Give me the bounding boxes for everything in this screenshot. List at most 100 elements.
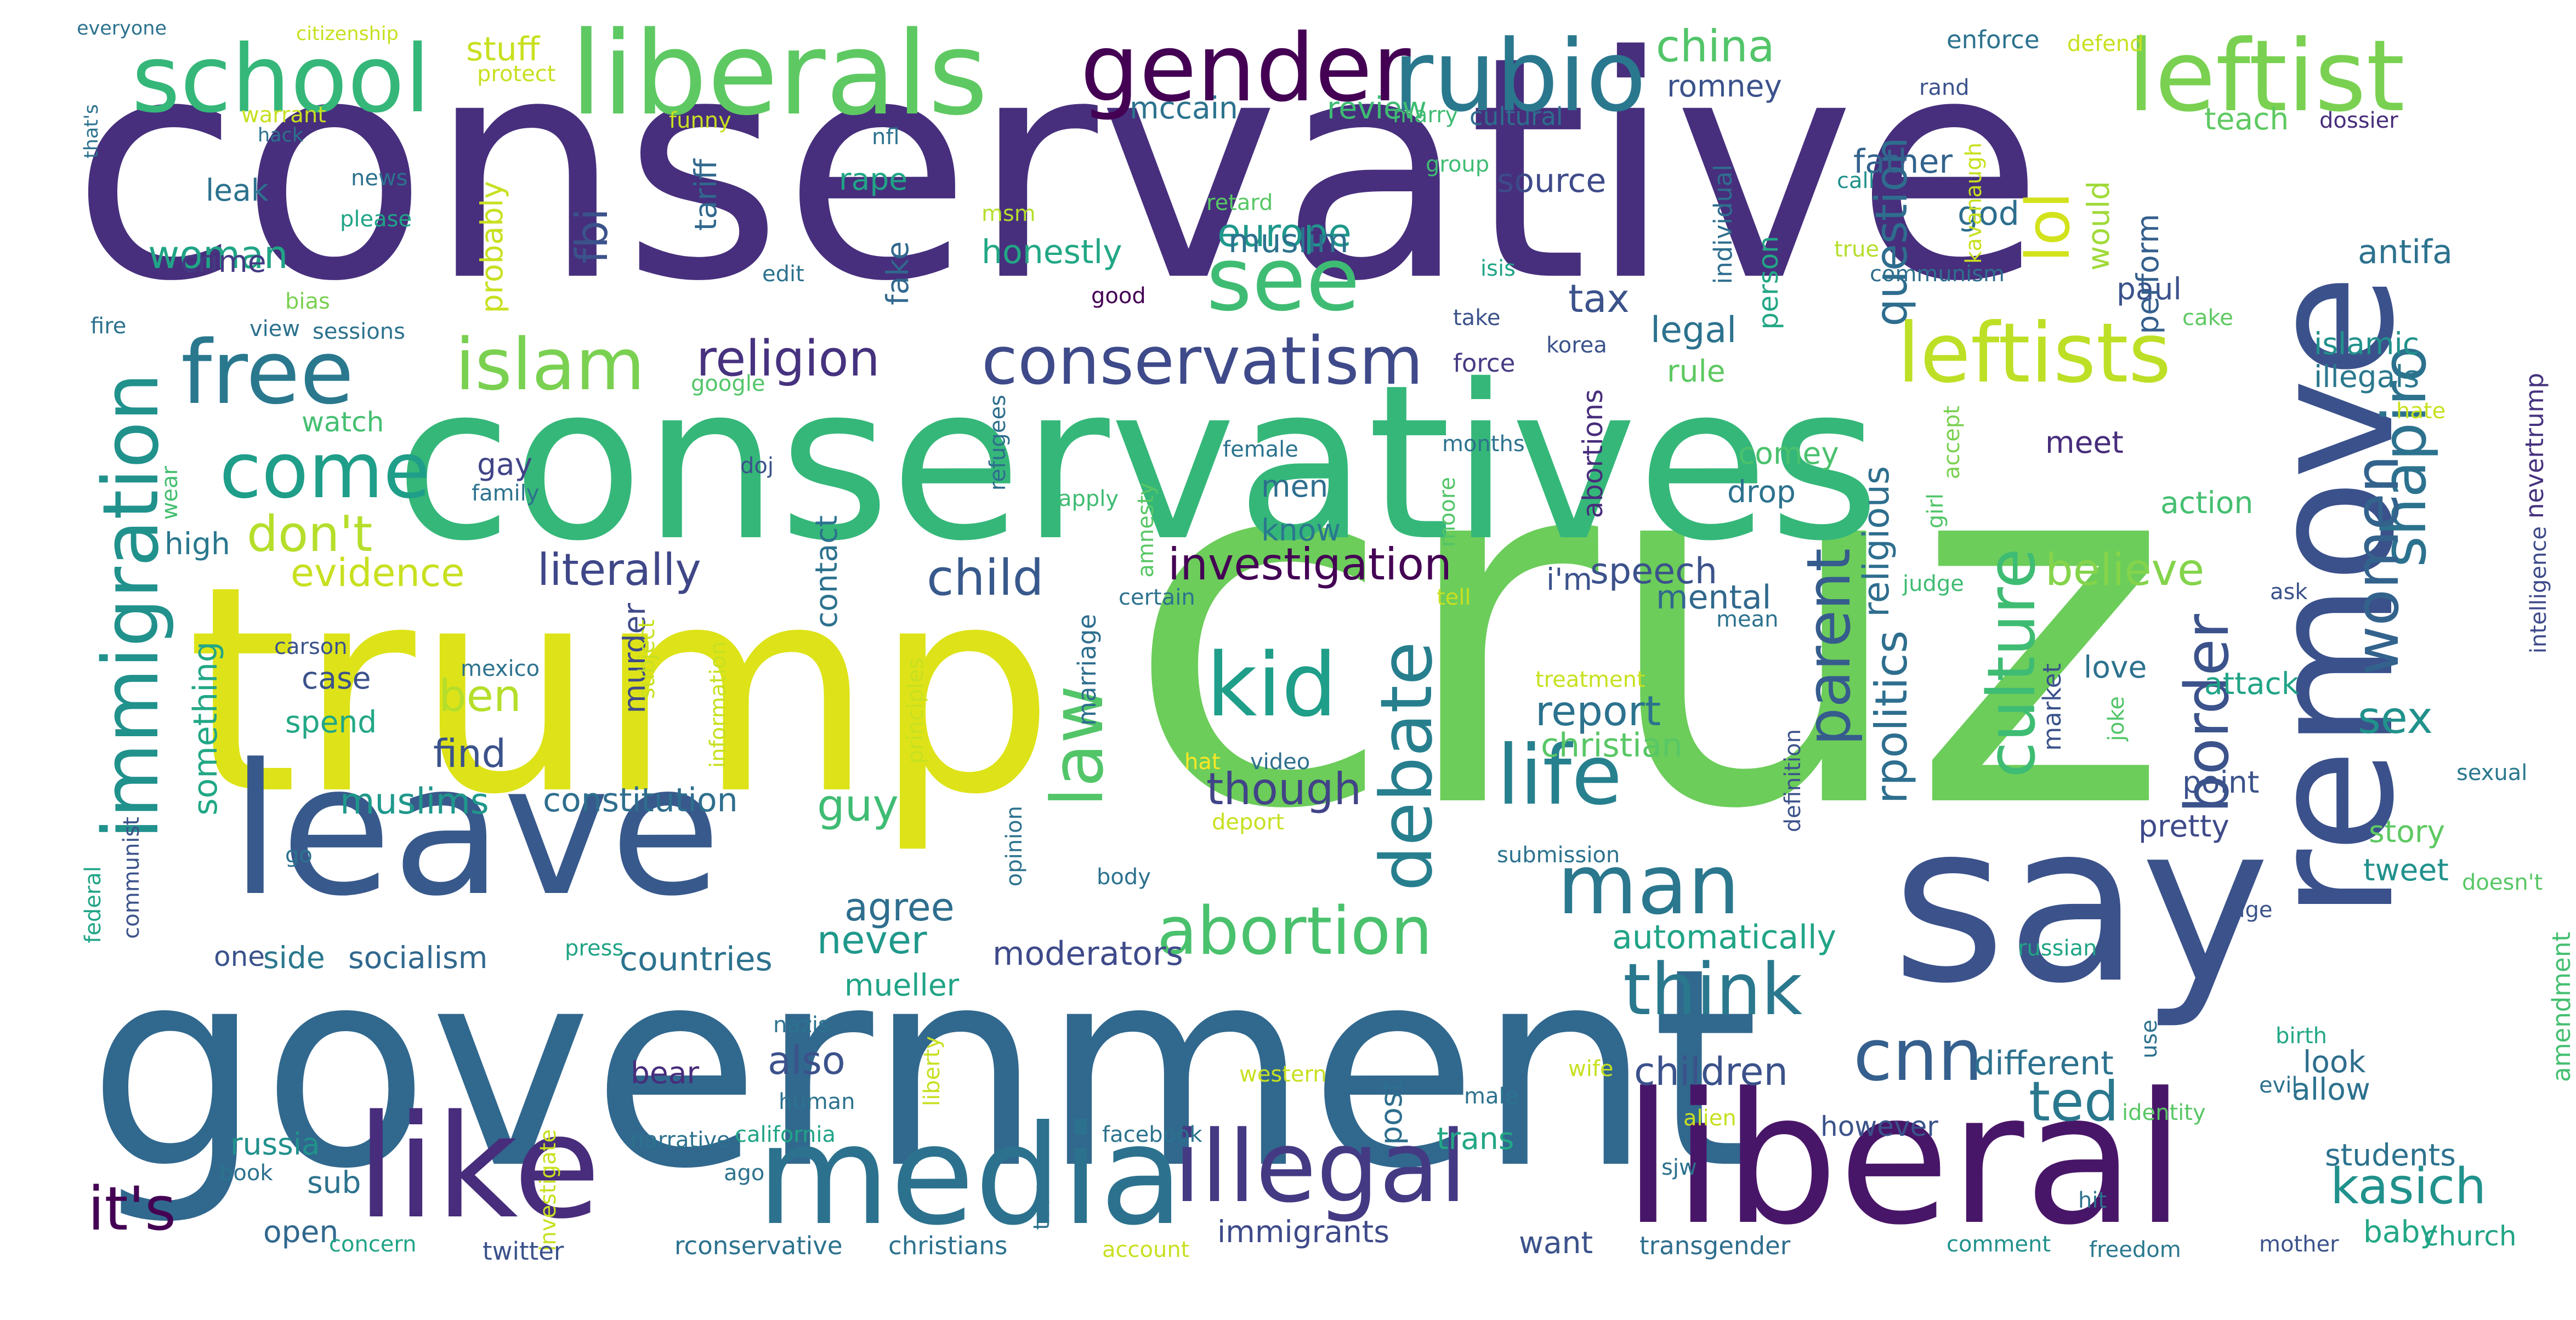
cloud-word-side: side bbox=[263, 940, 325, 975]
cloud-word-sessions: sessions bbox=[313, 319, 405, 344]
cloud-word-sjw: sjw bbox=[1661, 1155, 1697, 1180]
cloud-word-debate: debate bbox=[1365, 641, 1448, 891]
cloud-word-trump: trump bbox=[186, 525, 1055, 857]
cloud-word-rpolitics: rpolitics bbox=[1866, 630, 1917, 804]
cloud-word-believe: believe bbox=[2045, 544, 2205, 595]
cloud-word-sexual: sexual bbox=[2456, 760, 2528, 786]
cloud-word-love: love bbox=[2084, 650, 2147, 685]
cloud-word-look: look bbox=[2303, 1044, 2366, 1079]
cloud-word-bias: bias bbox=[285, 289, 330, 314]
cloud-word-mueller: mueller bbox=[844, 968, 960, 1003]
cloud-word-moderators: moderators bbox=[992, 935, 1183, 973]
cloud-word-see: see bbox=[1206, 228, 1360, 331]
cloud-word-illegal: illegal bbox=[1173, 1110, 1467, 1225]
cloud-word-immigration: immigration bbox=[87, 373, 176, 839]
cloud-word-amnesty: amnesty bbox=[1133, 482, 1159, 578]
cloud-word-apply: apply bbox=[1058, 486, 1119, 511]
cloud-word-socialism: socialism bbox=[348, 940, 488, 975]
cloud-word-different: different bbox=[1974, 1044, 2114, 1083]
cloud-word-open: open bbox=[263, 1214, 339, 1249]
cloud-word-opinion: opinion bbox=[1002, 806, 1027, 887]
cloud-word-comment: comment bbox=[1947, 1232, 2051, 1257]
cloud-word-antifa: antifa bbox=[2358, 233, 2453, 271]
cloud-word-female: female bbox=[1223, 437, 1298, 462]
cloud-word-carson: carson bbox=[274, 634, 348, 659]
cloud-word-teach: teach bbox=[2204, 101, 2289, 136]
cloud-word-doj: doj bbox=[740, 453, 774, 479]
cloud-word-rconservative: rconservative bbox=[674, 1231, 843, 1260]
cloud-word-use: use bbox=[2137, 1020, 2162, 1059]
cloud-word-trans: trans bbox=[1437, 1121, 1514, 1156]
cloud-word-amendment: amendment bbox=[2547, 932, 2576, 1082]
cloud-word-birth: birth bbox=[2276, 1023, 2327, 1049]
cloud-word-twitter: twitter bbox=[483, 1237, 564, 1266]
cloud-word-case: case bbox=[302, 661, 371, 696]
cloud-word-federal: federal bbox=[81, 866, 106, 943]
cloud-word-tell: tell bbox=[1437, 585, 1471, 610]
cloud-word-msm: msm bbox=[981, 201, 1036, 226]
cloud-word-investigation: investigation bbox=[1168, 539, 1452, 590]
cloud-word-take: take bbox=[1453, 305, 1501, 331]
cloud-word-russian: russian bbox=[2018, 936, 2097, 961]
cloud-word-abortion: abortion bbox=[1157, 894, 1433, 970]
cloud-word-girl: girl bbox=[1923, 493, 1948, 529]
cloud-word-guy: guy bbox=[817, 780, 899, 831]
cloud-word-honestly: honestly bbox=[981, 233, 1122, 271]
cloud-word-ted: ted bbox=[2029, 1069, 2119, 1134]
cloud-word-report: report bbox=[1535, 687, 1661, 735]
cloud-word-spend: spend bbox=[285, 704, 377, 739]
cloud-word-communism: communism bbox=[1870, 261, 2005, 287]
cloud-word-woman: woman bbox=[148, 232, 288, 277]
cloud-word-information: information bbox=[706, 641, 731, 768]
cloud-word-hat: hat bbox=[1184, 749, 1221, 775]
cloud-word-comey: comey bbox=[1738, 436, 1839, 471]
cloud-word-marry: marry bbox=[1393, 103, 1459, 128]
cloud-word-deport: deport bbox=[1212, 810, 1284, 835]
cloud-word-allow: allow bbox=[2292, 1072, 2370, 1107]
cloud-word-person: person bbox=[1752, 236, 1784, 330]
cloud-word-concern: concern bbox=[329, 1232, 417, 1257]
cloud-word-government: government bbox=[88, 909, 1760, 1228]
cloud-word-parent: parent bbox=[1794, 548, 1864, 746]
cloud-word-book: book bbox=[219, 1160, 273, 1186]
cloud-word-father: father bbox=[1853, 143, 1953, 181]
cloud-word-story: story bbox=[2369, 814, 2446, 849]
cloud-word-rule: rule bbox=[1667, 354, 1726, 389]
cloud-word-china: china bbox=[1656, 21, 1775, 72]
cloud-word-free: free bbox=[181, 321, 354, 424]
cloud-word-know: know bbox=[1261, 513, 1341, 548]
cloud-word-crime: crime bbox=[181, 244, 266, 279]
cloud-word-children: children bbox=[1634, 1049, 1788, 1094]
cloud-word-refugees: refugees bbox=[985, 395, 1011, 491]
cloud-word-california: california bbox=[735, 1122, 836, 1147]
cloud-word-gay: gay bbox=[477, 447, 533, 482]
cloud-word-literally: literally bbox=[537, 544, 701, 595]
cloud-word-subject: subject bbox=[634, 619, 660, 699]
cloud-word-body: body bbox=[1097, 864, 1151, 890]
cloud-word-individual: individual bbox=[1709, 164, 1738, 285]
cloud-word-alien: alien bbox=[1683, 1106, 1737, 1131]
cloud-word-drop: drop bbox=[1727, 474, 1796, 509]
cloud-word-i-m: i'm bbox=[1546, 562, 1592, 597]
cloud-word-however: however bbox=[1820, 1111, 1938, 1142]
cloud-word-women: women bbox=[2342, 455, 2412, 675]
cloud-word-lol: lol bbox=[2013, 192, 2083, 263]
cloud-word-liberty: liberty bbox=[920, 1036, 945, 1107]
cloud-word-force: force bbox=[1453, 349, 1516, 378]
cloud-word-christians: christians bbox=[888, 1231, 1008, 1260]
cloud-word-leftist: leftist bbox=[2127, 19, 2405, 134]
cloud-word-team: team bbox=[1029, 1173, 1054, 1230]
cloud-word-definition: definition bbox=[1780, 729, 1806, 833]
cloud-word-rand: rand bbox=[1919, 75, 1970, 100]
cloud-word-europe: europe bbox=[1217, 210, 1352, 255]
cloud-word-press: press bbox=[565, 936, 624, 961]
cloud-word-never: never bbox=[817, 918, 927, 963]
cloud-word-immigrants: immigrants bbox=[1217, 1214, 1390, 1249]
cloud-word-news: news bbox=[351, 166, 408, 191]
cloud-word-evidence: evidence bbox=[291, 550, 465, 595]
cloud-word-leftists: leftists bbox=[1897, 306, 2171, 401]
cloud-word-communist: communist bbox=[119, 817, 144, 939]
cloud-word-korea: korea bbox=[1546, 333, 1607, 358]
cloud-word-ask: ask bbox=[2270, 579, 2308, 605]
